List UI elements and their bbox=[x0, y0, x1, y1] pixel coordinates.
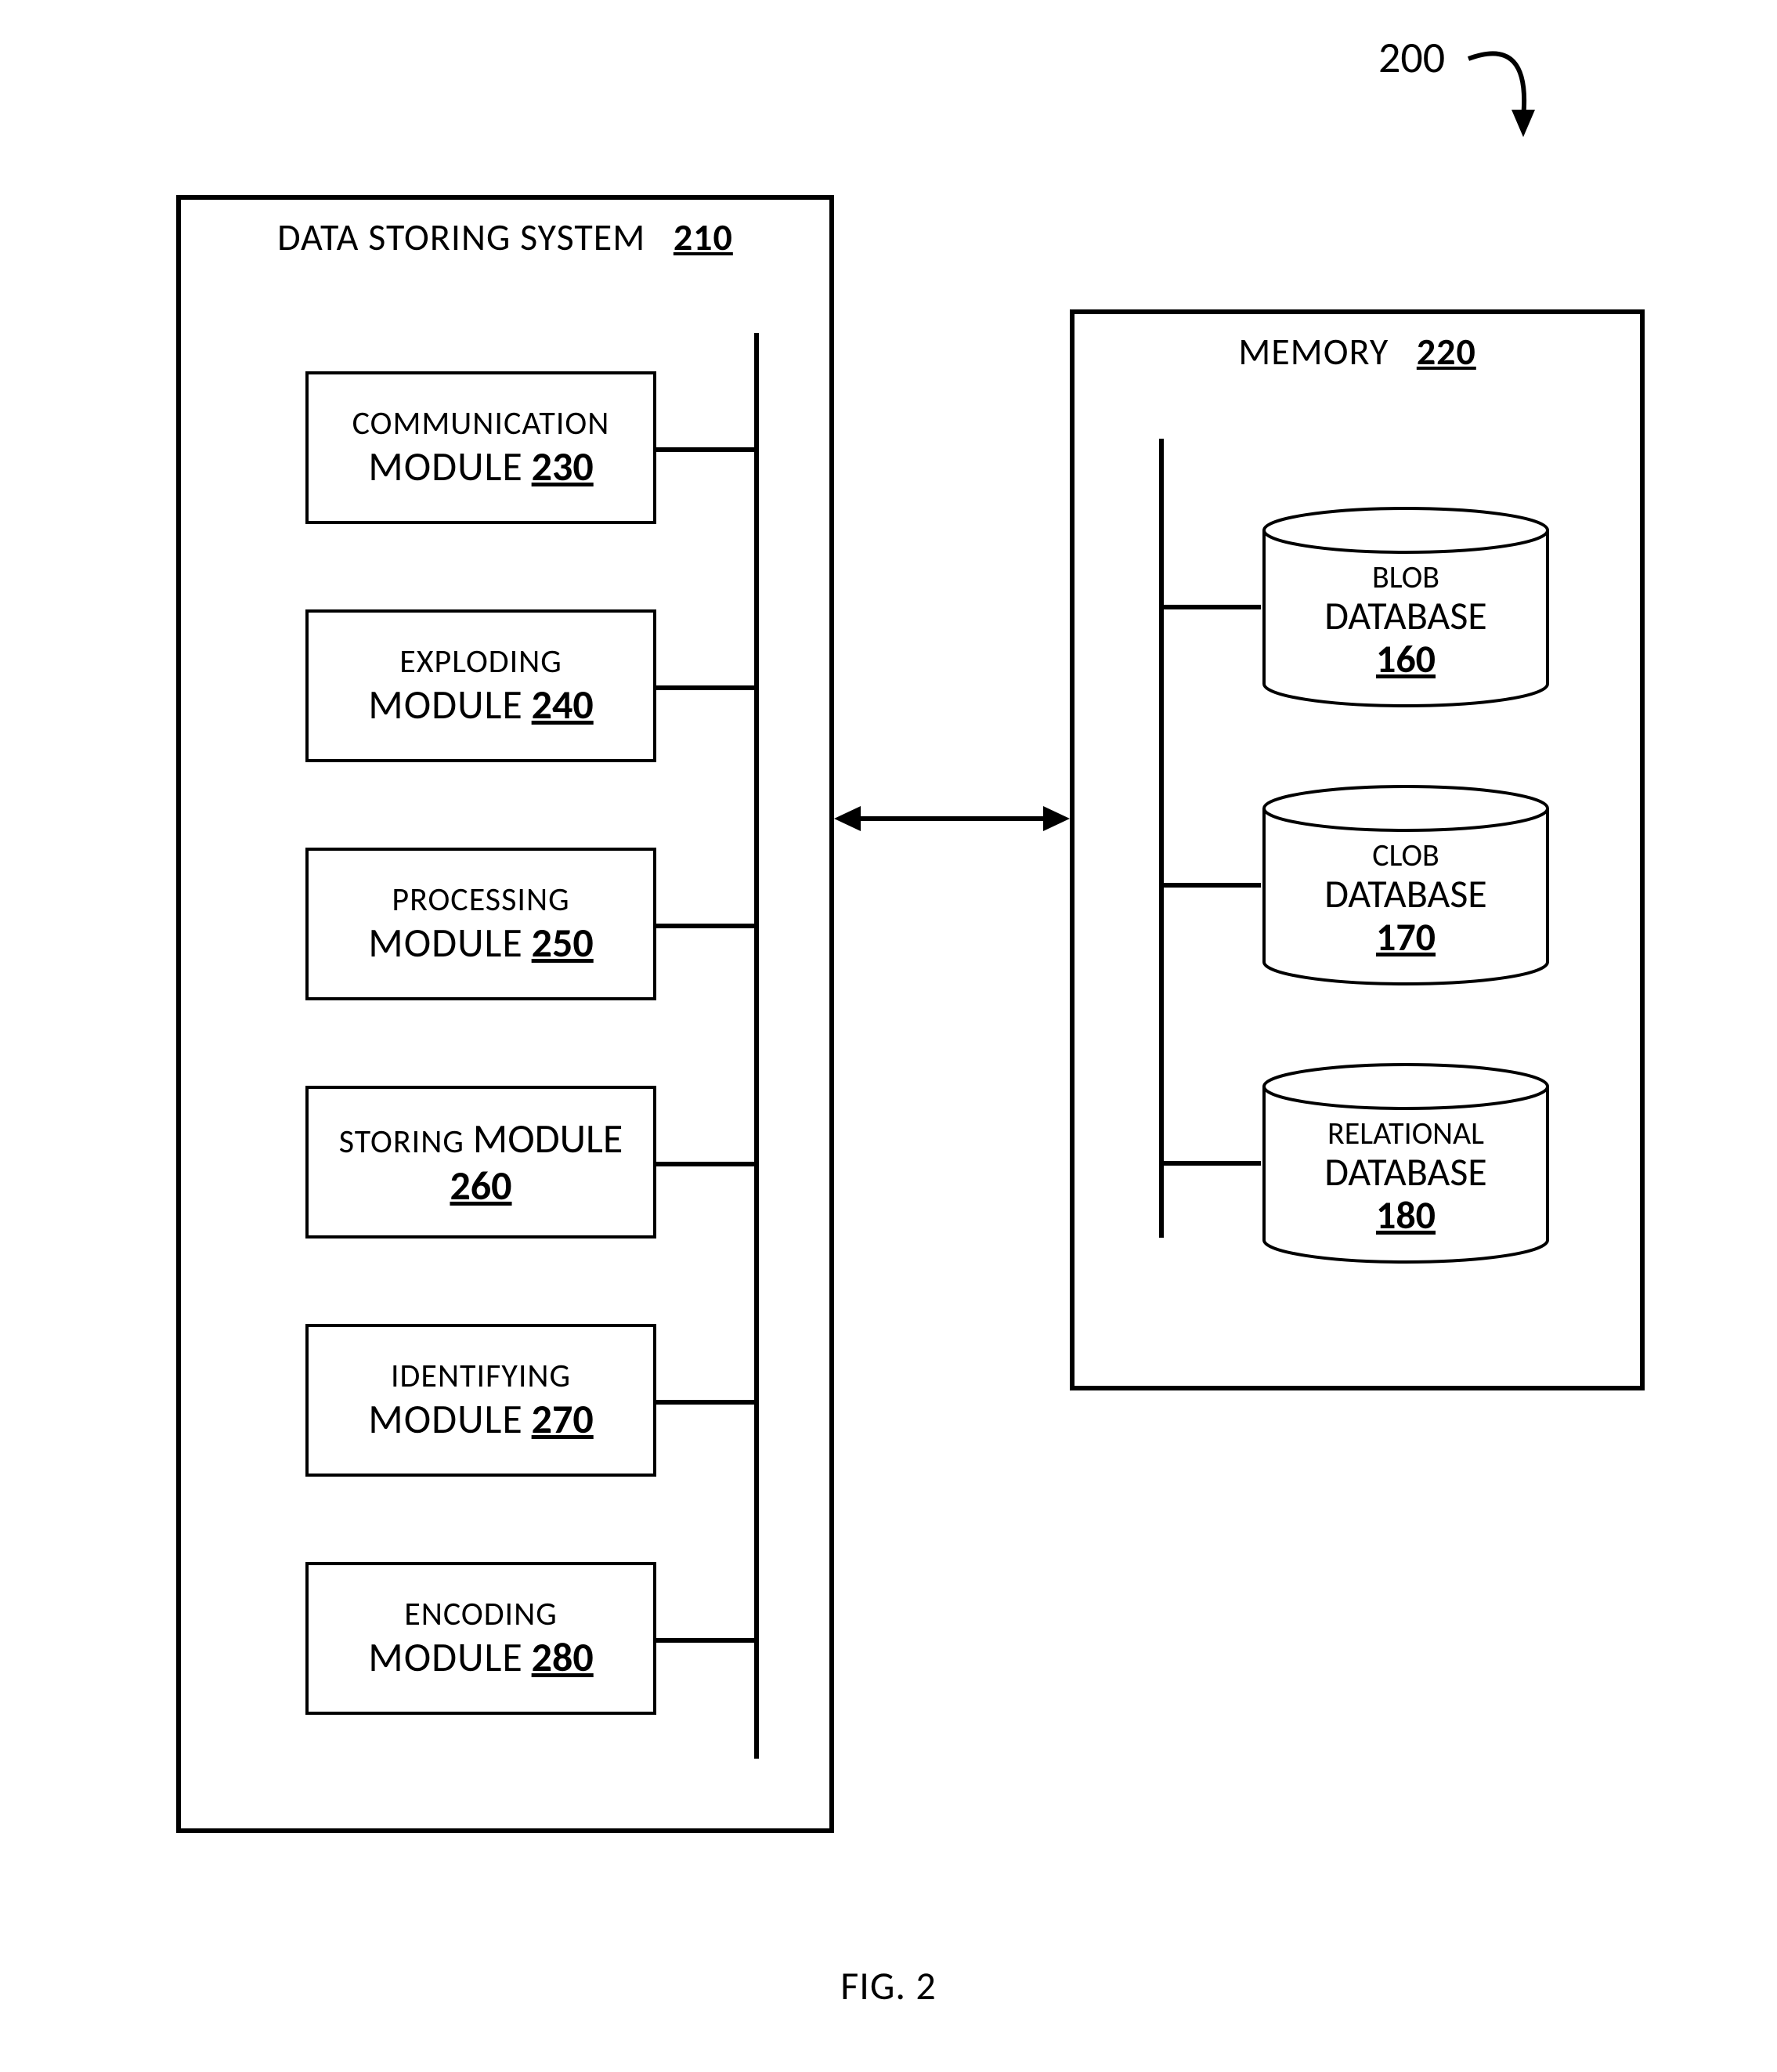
encoding-module-line1: ENCODING bbox=[309, 1596, 653, 1633]
relational-database-label: RELATIONAL DATABASE 180 bbox=[1261, 1116, 1551, 1237]
system-connector-arrow-icon bbox=[834, 795, 1070, 842]
processing-module-connector bbox=[656, 924, 754, 928]
reference-arrow-icon bbox=[1465, 43, 1558, 153]
data-storing-system-title: DATA STORING SYSTEM 210 bbox=[181, 214, 829, 260]
communication-module-connector bbox=[656, 447, 754, 452]
right-bus-line bbox=[1159, 439, 1164, 1238]
clob-database: CLOB DATABASE 170 bbox=[1261, 783, 1551, 987]
exploding-module-connector bbox=[656, 685, 754, 690]
memory-title-ref: 220 bbox=[1417, 328, 1476, 374]
blob-database: BLOB DATABASE 160 bbox=[1261, 505, 1551, 709]
communication-module-line2: MODULE 230 bbox=[309, 443, 653, 490]
left-bus-line bbox=[754, 333, 759, 1759]
clob-database-connector bbox=[1164, 883, 1261, 888]
identifying-module-line2: MODULE 270 bbox=[309, 1396, 653, 1443]
diagram-page: 200 DATA STORING SYSTEM 210 COMMUNICATIO… bbox=[0, 0, 1777, 2072]
communication-module: COMMUNICATION MODULE 230 bbox=[305, 371, 656, 524]
identifying-module-connector bbox=[656, 1400, 754, 1405]
data-storing-system-title-ref: 210 bbox=[674, 214, 733, 260]
identifying-module-line1: IDENTIFYING bbox=[309, 1358, 653, 1395]
relational-database-connector bbox=[1164, 1161, 1261, 1166]
blob-database-label: BLOB DATABASE 160 bbox=[1261, 560, 1551, 681]
storing-module-connector bbox=[656, 1162, 754, 1166]
encoding-module-connector bbox=[656, 1638, 754, 1643]
processing-module-line2: MODULE 250 bbox=[309, 920, 653, 967]
relational-database: RELATIONAL DATABASE 180 bbox=[1261, 1061, 1551, 1265]
figure-reference-number: 200 bbox=[1378, 31, 1445, 85]
clob-database-label: CLOB DATABASE 170 bbox=[1261, 838, 1551, 959]
blob-database-connector bbox=[1164, 605, 1261, 609]
storing-module: STORING MODULE 260 bbox=[305, 1086, 656, 1238]
communication-module-line1: COMMUNICATION bbox=[309, 405, 653, 443]
encoding-module-line2: MODULE 280 bbox=[309, 1634, 653, 1681]
memory-title-text: MEMORY bbox=[1238, 328, 1389, 374]
encoding-module: ENCODING MODULE 280 bbox=[305, 1562, 656, 1715]
identifying-module: IDENTIFYING MODULE 270 bbox=[305, 1324, 656, 1477]
memory-title: MEMORY 220 bbox=[1075, 328, 1640, 374]
data-storing-system-title-text: DATA STORING SYSTEM bbox=[277, 214, 645, 260]
exploding-module-line2: MODULE 240 bbox=[309, 682, 653, 729]
processing-module-line1: PROCESSING bbox=[309, 881, 653, 919]
exploding-module: EXPLODING MODULE 240 bbox=[305, 609, 656, 762]
storing-module-line: STORING MODULE bbox=[309, 1116, 653, 1163]
exploding-module-line1: EXPLODING bbox=[309, 643, 653, 681]
processing-module: PROCESSING MODULE 250 bbox=[305, 848, 656, 1000]
figure-caption: FIG. 2 bbox=[0, 1962, 1777, 2010]
